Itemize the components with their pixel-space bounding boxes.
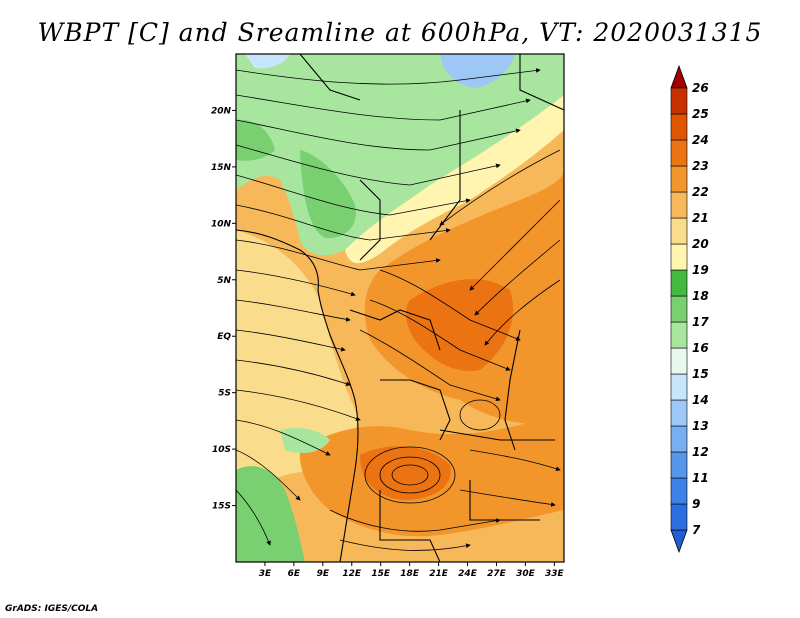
lon-tick-label: 27E [487, 569, 507, 579]
lon-tick-label: 9E [317, 569, 330, 579]
colorbar-bottom-arrow [670, 529, 688, 554]
colorbar-swatch [670, 165, 688, 193]
colorbar-label: 20 [692, 237, 709, 251]
streamlines [236, 68, 561, 551]
colorbar: 7 9 11 12 13 14 15 16 17 18 19 20 21 22 23 24 25 26 [670, 64, 709, 554]
colorbar-swatch [670, 217, 688, 245]
wbpt-field-green-dark [300, 150, 356, 239]
lon-tick-label: 12E [342, 569, 362, 579]
lon-tick-label: 33E [545, 569, 565, 579]
lon-tick-label: 30E [516, 569, 536, 579]
lon-tick-label: 6E [288, 569, 301, 579]
colorbar-top-arrow [670, 64, 688, 89]
colorbar-label: 7 [692, 523, 701, 537]
wbpt-field-green-dark2 [236, 119, 275, 161]
colorbar-swatch [670, 477, 688, 505]
colorbar-swatch [670, 503, 688, 531]
colorbar-label: 9 [692, 497, 700, 511]
lon-tick-label: 24E [458, 569, 478, 579]
lon-tick-label: 21E [429, 569, 449, 579]
wbpt-field-green-southwest [236, 466, 305, 562]
lon-tick-label: 18E [400, 569, 420, 579]
colorbar-label: 24 [692, 133, 709, 147]
colorbar-swatch [670, 321, 688, 349]
lat-tick-label: 15N [211, 163, 232, 173]
colorbar-swatch [670, 451, 688, 479]
grads-credit: GrADS: IGES/COLA [5, 604, 99, 614]
colorbar-label: 15 [692, 367, 709, 381]
coastlines-borders [236, 54, 564, 562]
colorbar-label: 23 [692, 159, 709, 173]
lat-tick-label: 5S [218, 389, 231, 399]
colorbar-swatch [670, 347, 688, 375]
colorbar-swatch [670, 87, 688, 115]
lat-tick-label: EQ [217, 332, 231, 342]
colorbar-swatch [670, 295, 688, 323]
wbpt-field-blue-northwest [245, 54, 290, 69]
chart-title: WBPT [C] and Sreamline at 600hPa, VT: 20… [37, 18, 763, 47]
latitude-axis: 20N 15N 10N 5N EQ 5S 10S 15S [211, 106, 236, 512]
colorbar-swatch [670, 399, 688, 427]
lat-tick-label: 10S [212, 445, 231, 455]
colorbar-label: 13 [692, 419, 709, 433]
colorbar-swatch [670, 243, 688, 271]
colorbar-label: 25 [692, 107, 709, 121]
colorbar-swatch [670, 425, 688, 453]
colorbar-swatch [670, 113, 688, 141]
colorbar-label: 14 [692, 393, 709, 407]
colorbar-label: 21 [692, 211, 709, 225]
colorbar-label: 11 [692, 471, 709, 485]
colorbar-label: 17 [692, 315, 709, 329]
wbpt-field-yellow-band [345, 95, 564, 264]
colorbar-swatch [670, 139, 688, 167]
colorbar-label: 12 [692, 445, 709, 459]
lon-tick-label: 15E [371, 569, 391, 579]
lon-tick-label: 3E [259, 569, 272, 579]
map-frame [235, 53, 565, 563]
colorbar-label: 18 [692, 289, 709, 303]
wbpt-field-orange-south-hot [360, 446, 451, 500]
colorbar-label: 19 [692, 263, 709, 277]
lat-tick-label: 15S [212, 502, 231, 512]
colorbar-label: 16 [692, 341, 709, 355]
lat-tick-label: 20N [211, 106, 232, 116]
colorbar-label: 22 [692, 185, 709, 199]
colorbar-swatch [670, 269, 688, 297]
colorbar-swatch [670, 191, 688, 219]
colorbar-label: 26 [692, 81, 709, 95]
wbpt-field-orange-hot [405, 279, 514, 371]
longitude-axis: 3E 6E 9E 12E 15E 18E 21E 24E 27E 30E 33E [259, 562, 565, 579]
wbpt-field-west [236, 230, 360, 500]
lat-tick-label: 10N [211, 219, 232, 229]
wbpt-field-blue-north [440, 54, 515, 88]
lat-tick-label: 5N [217, 276, 231, 286]
wbpt-field-green-southwest-light [280, 428, 330, 453]
colorbar-swatch [670, 373, 688, 401]
